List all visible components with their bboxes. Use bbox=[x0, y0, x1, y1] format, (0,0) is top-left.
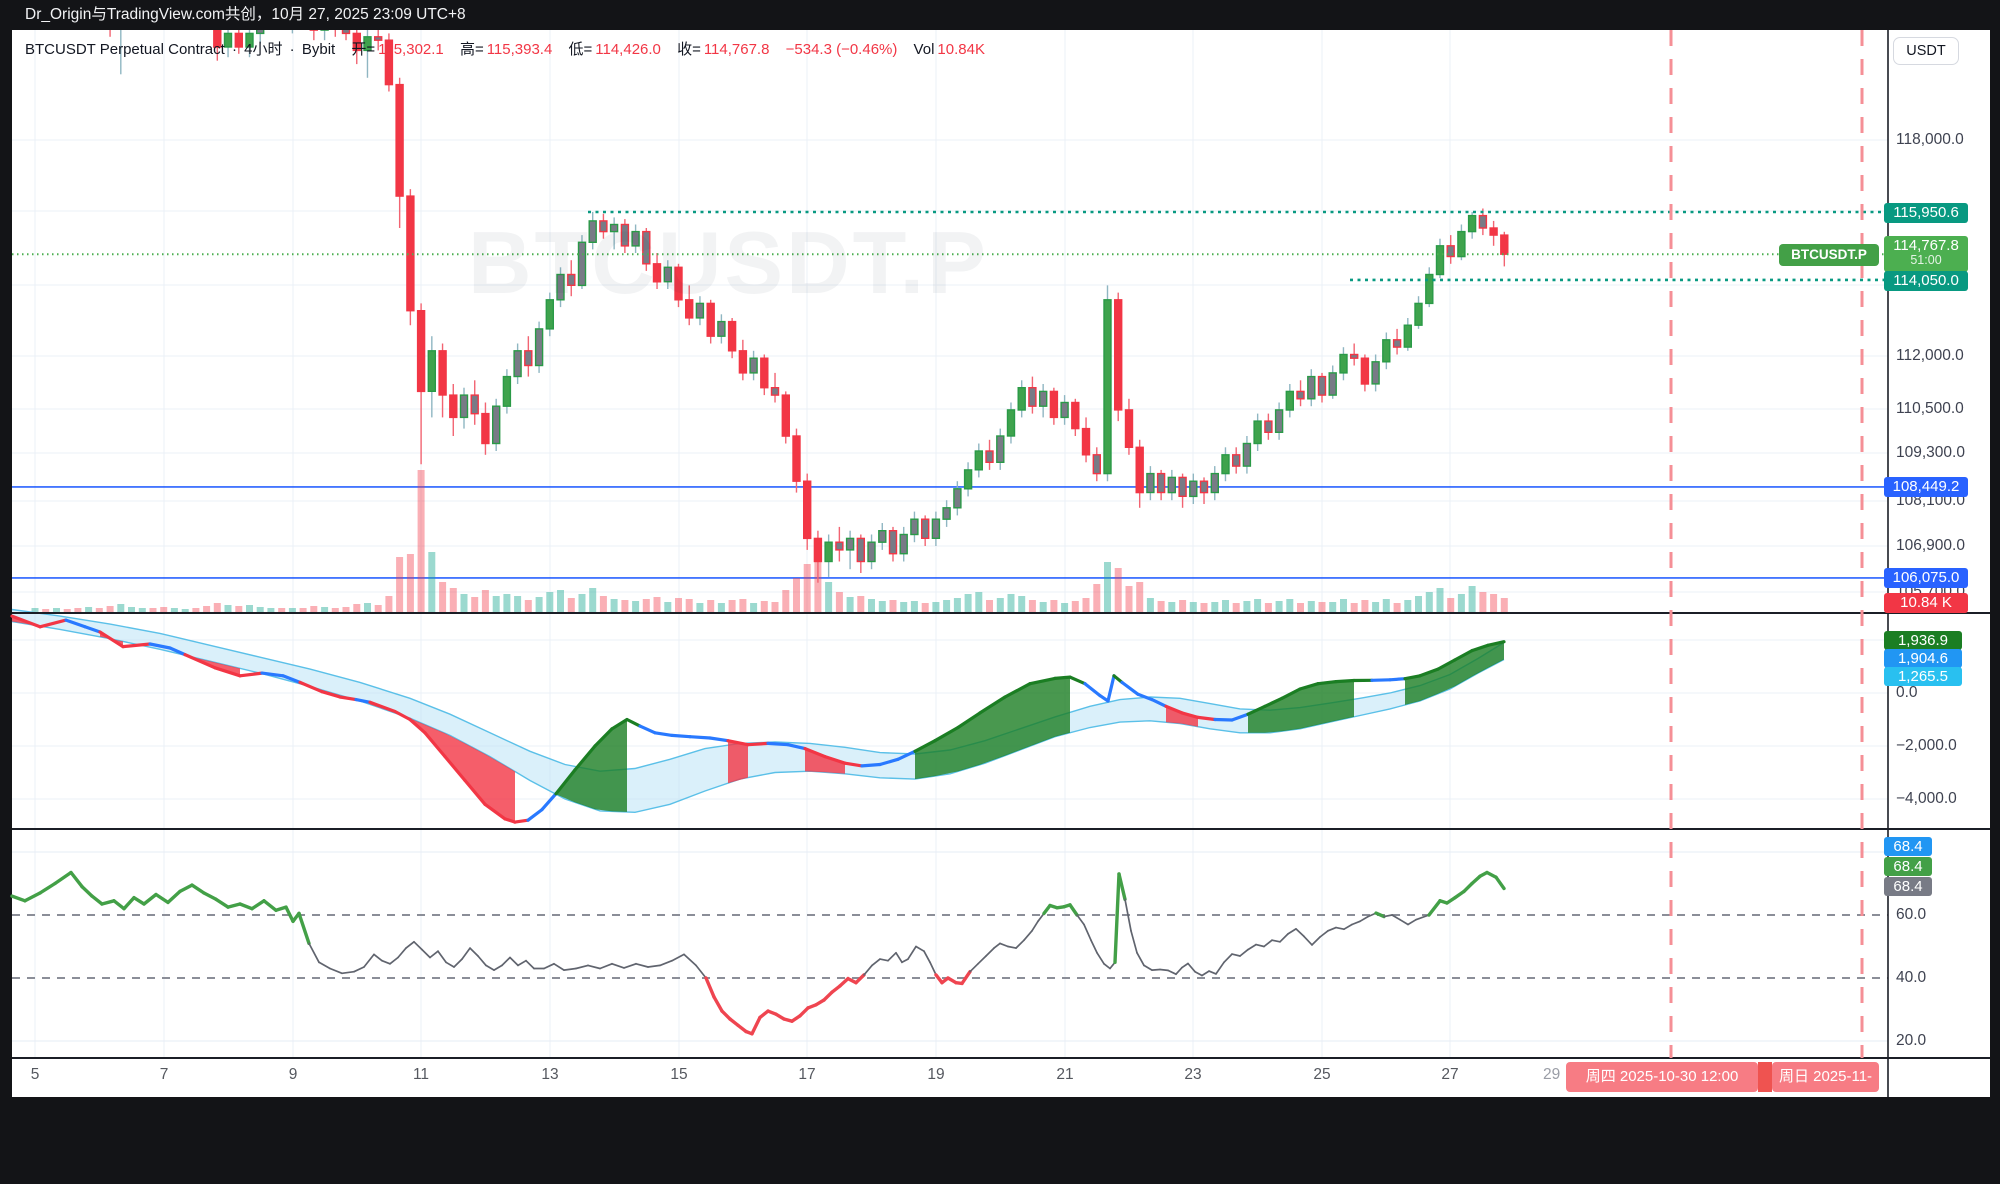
time-axis-label: 9 bbox=[288, 1066, 298, 1083]
legend-symbol[interactable]: BTCUSDT Perpetual Contract bbox=[25, 41, 225, 58]
future-date-badge: 周四 2025-10-30 12:00 bbox=[1566, 1062, 1758, 1092]
price-axis-label: 106,900.0 bbox=[1896, 537, 1965, 554]
share-title: Dr_Origin与TradingView.com共创，10月 27, 2025… bbox=[25, 6, 466, 23]
legend-separator: · bbox=[289, 41, 295, 58]
window-title-bar: Dr_Origin与TradingView.com共创，10月 27, 2025… bbox=[0, 0, 2000, 30]
legend-open-label: 开= bbox=[351, 41, 376, 58]
legend-close-value: 114,767.8 bbox=[703, 41, 770, 58]
time-axis-label: 21 bbox=[1056, 1066, 1074, 1083]
time-axis-label: 7 bbox=[159, 1066, 169, 1083]
price-badge: 1,904.6 bbox=[1884, 648, 1962, 668]
price-axis-label: −4,000.0 bbox=[1896, 790, 1957, 807]
legend-interval[interactable]: 4小时 bbox=[244, 41, 283, 58]
price-axis-label: 0.0 bbox=[1896, 684, 1918, 701]
legend-volume-value: 10.84K bbox=[937, 41, 985, 58]
future-date-tick bbox=[1758, 1062, 1772, 1092]
price-badge: 68.4 bbox=[1884, 836, 1932, 856]
legend-volume-label: Vol bbox=[913, 41, 935, 58]
price-axis-label: 60.0 bbox=[1896, 906, 1927, 923]
legend-low-label: 低= bbox=[568, 41, 593, 58]
symbol-watermark: BTCUSDT.P bbox=[468, 213, 989, 312]
legend-change-value: −534.3 (−0.46%) bbox=[785, 41, 898, 58]
price-axis-label: 40.0 bbox=[1896, 969, 1927, 986]
price-badge: 115,950.6 bbox=[1884, 203, 1968, 223]
time-axis-label: 27 bbox=[1441, 1066, 1459, 1083]
price-badge: 108,449.2 bbox=[1884, 477, 1968, 497]
price-axis-label: 118,000.0 bbox=[1896, 131, 1964, 148]
price-badge: 114,050.0 bbox=[1884, 271, 1968, 291]
price-axis-label: 109,300.0 bbox=[1896, 444, 1965, 461]
price-badge: 114,767.8 51:00 bbox=[1884, 236, 1968, 272]
currency-toggle-button[interactable]: USDT bbox=[1893, 37, 1959, 65]
legend-low-value: 114,426.0 bbox=[595, 41, 661, 58]
price-badge: 68.4 bbox=[1884, 876, 1932, 896]
time-axis-label: 29 bbox=[1543, 1066, 1561, 1083]
time-axis-label: 15 bbox=[670, 1066, 688, 1083]
price-badge: 106,075.0 bbox=[1884, 568, 1968, 588]
price-badge: 10.84 K bbox=[1884, 593, 1968, 613]
price-axis-label: 20.0 bbox=[1896, 1032, 1927, 1049]
legend-close-label: 收= bbox=[677, 41, 701, 58]
legend-high-value: 115,393.4 bbox=[486, 41, 553, 58]
price-badge: 1,265.5 bbox=[1884, 666, 1962, 686]
price-axis-label: 112,000.0 bbox=[1896, 347, 1964, 364]
time-axis-label: 13 bbox=[541, 1066, 559, 1083]
time-axis-label: 23 bbox=[1184, 1066, 1202, 1083]
time-axis-label: 5 bbox=[30, 1066, 40, 1083]
time-axis-label: 19 bbox=[927, 1066, 945, 1083]
symbol-price-tag: BTCUSDT.P bbox=[1779, 244, 1879, 266]
legend-exchange: Bybit bbox=[301, 41, 336, 58]
chart-legend[interactable]: BTCUSDT Perpetual Contract · 4小时 · Bybit… bbox=[25, 38, 988, 59]
bottom-bar: TradingView bbox=[0, 1097, 2000, 1184]
legend-high-label: 高= bbox=[459, 41, 484, 58]
price-badge: 68.4 bbox=[1884, 856, 1932, 876]
legend-separator: · bbox=[231, 41, 237, 58]
price-axis-label: 110,500.0 bbox=[1896, 400, 1964, 417]
future-date-badge: 周日 2025-11- bbox=[1772, 1062, 1879, 1092]
time-axis-label: 25 bbox=[1313, 1066, 1331, 1083]
legend-open-value: 115,302.1 bbox=[378, 41, 444, 58]
time-axis-label: 11 bbox=[412, 1066, 430, 1083]
time-axis-label: 17 bbox=[798, 1066, 816, 1083]
price-badge: 1,936.9 bbox=[1884, 630, 1962, 650]
price-axis-label: −2,000.0 bbox=[1896, 737, 1957, 754]
